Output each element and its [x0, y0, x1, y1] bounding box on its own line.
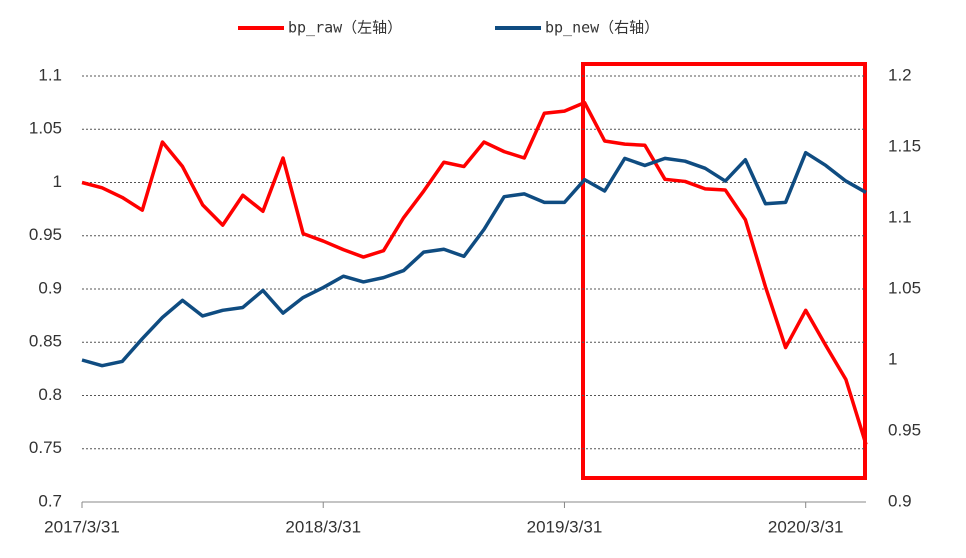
- legend-label: bp_raw（左轴）: [288, 19, 402, 37]
- x-tick-label: 2018/3/31: [285, 517, 361, 536]
- x-tick-label: 2017/3/31: [44, 517, 120, 536]
- y2-tick-label: 0.9: [888, 491, 912, 510]
- x-tick-label: 2019/3/31: [527, 517, 603, 536]
- legend-label: bp_new（右轴）: [545, 19, 659, 37]
- y-tick-label: 1.1: [38, 65, 62, 84]
- y-tick-label: 0.95: [29, 225, 62, 244]
- series-line: [81, 100, 868, 446]
- y2-tick-label: 1: [888, 349, 897, 368]
- y-tick-label: 0.75: [29, 438, 62, 457]
- x-tick-label: 2020/3/31: [768, 517, 844, 536]
- y2-tick-label: 1.15: [888, 136, 921, 155]
- highlight-box: [581, 62, 867, 480]
- y-tick-label: 1.05: [29, 119, 62, 138]
- y2-tick-label: 0.95: [888, 420, 921, 439]
- y-tick-label: 0.85: [29, 332, 62, 351]
- y2-tick-label: 1.1: [888, 207, 912, 226]
- y2-tick-label: 1.05: [888, 278, 921, 297]
- y-tick-label: 0.9: [38, 278, 62, 297]
- y-tick-label: 1: [53, 172, 62, 191]
- y2-tick-label: 1.2: [888, 65, 912, 84]
- y-tick-label: 0.7: [38, 491, 62, 510]
- series-line: [81, 150, 867, 368]
- y-tick-label: 0.8: [38, 385, 62, 404]
